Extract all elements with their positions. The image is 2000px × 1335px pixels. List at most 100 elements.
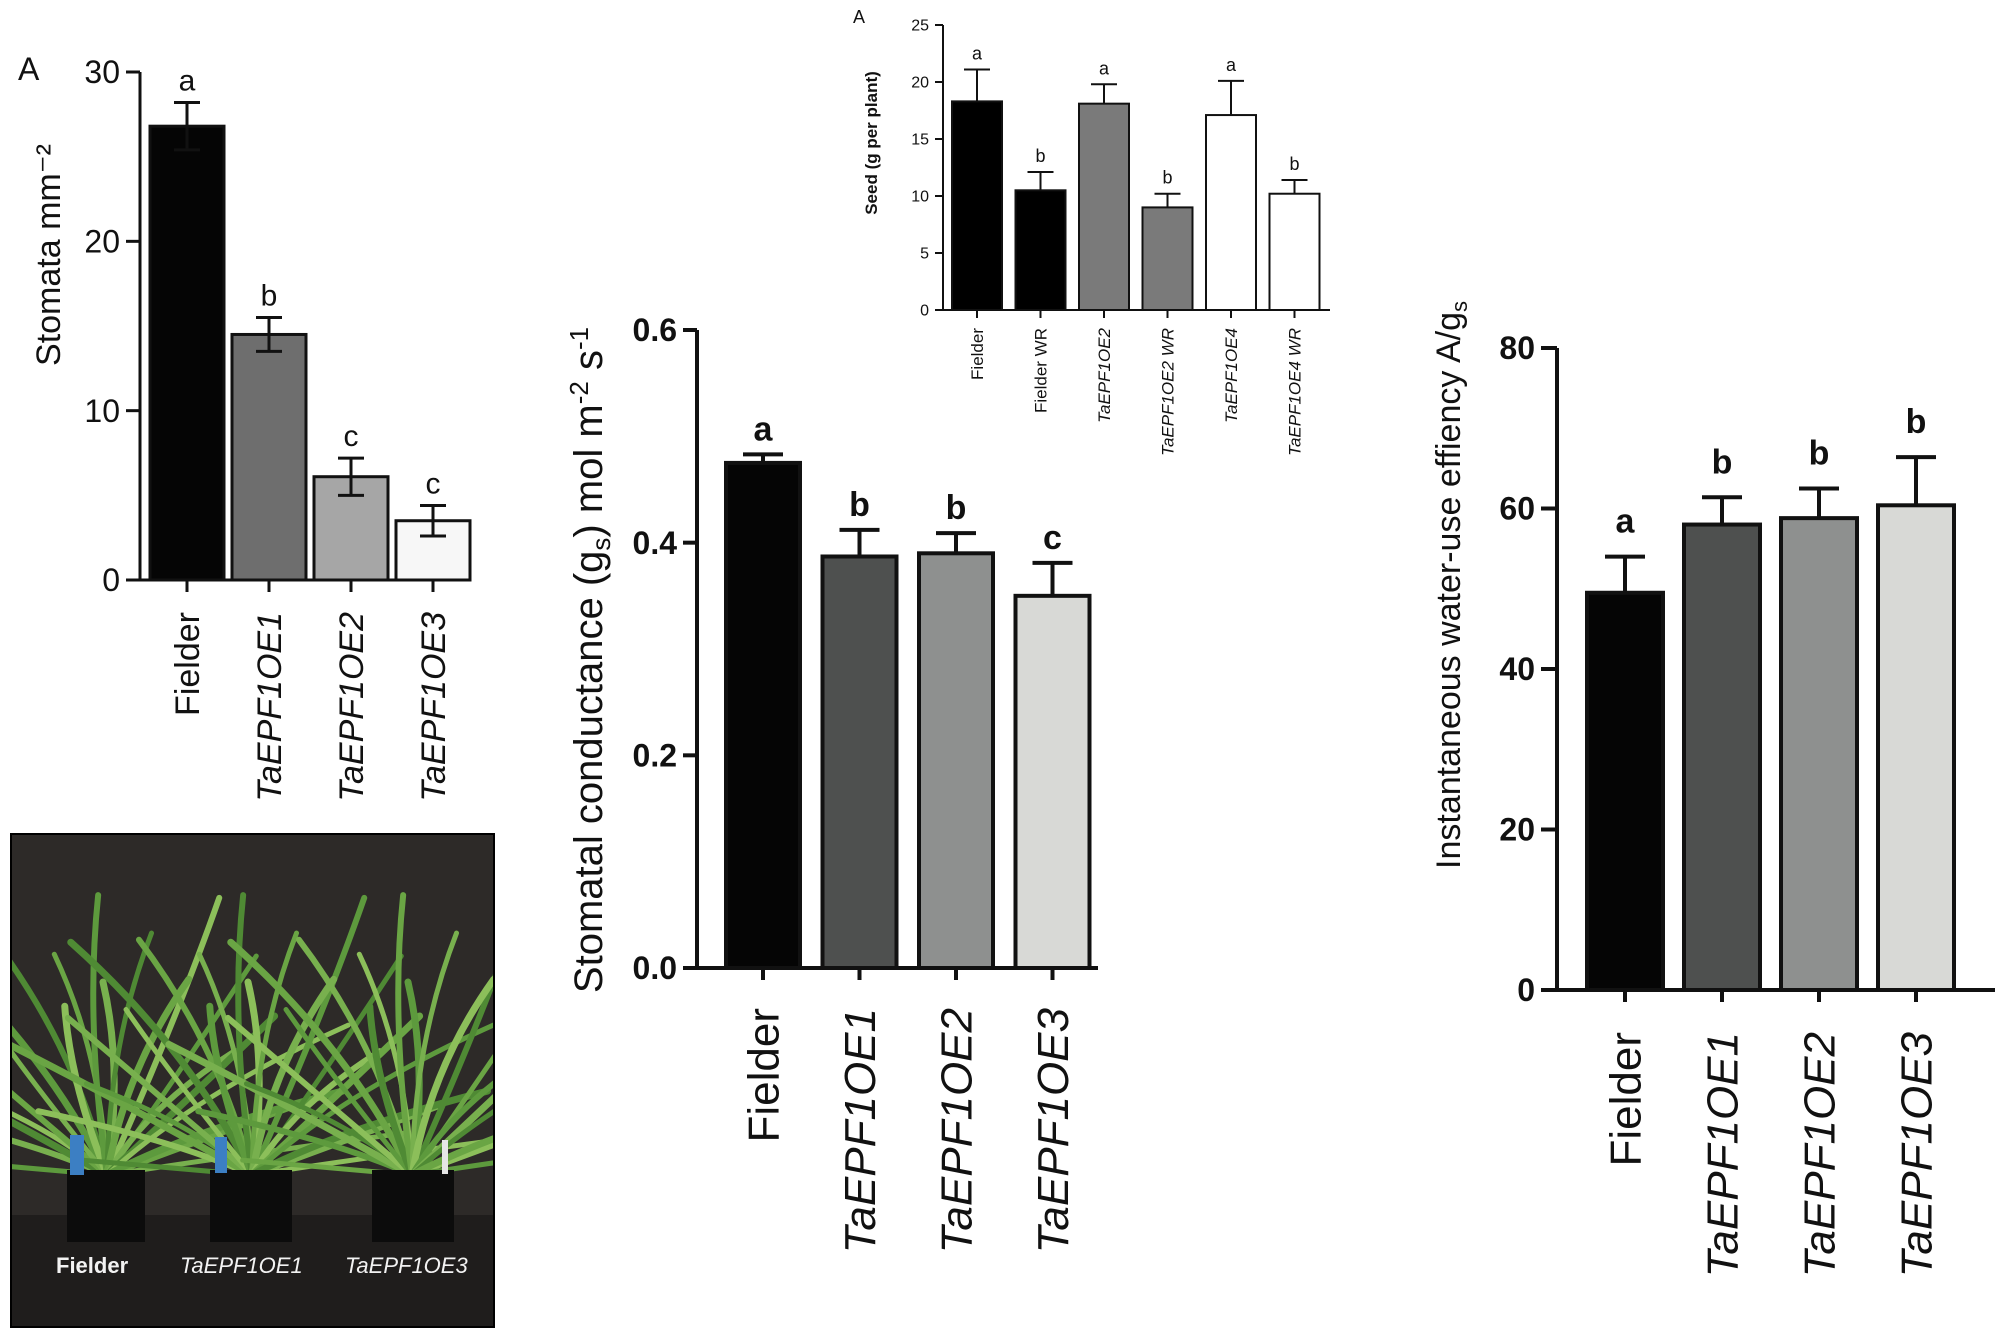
wue-y-tick-label: 20 — [1499, 812, 1535, 848]
wheat-leaf — [103, 975, 193, 1179]
wue-y-tick-label: 40 — [1499, 651, 1535, 687]
stomata-significance-letter: a — [179, 64, 196, 97]
wue-significance-letter: a — [1616, 503, 1636, 541]
wheat-plants — [12, 892, 493, 1179]
wheat-leaf — [283, 1007, 415, 1178]
wue-bar — [1779, 516, 1859, 992]
seed-bar — [1205, 114, 1257, 311]
seed-y-tick-label: 10 — [911, 189, 929, 206]
conductance-significance-letter: b — [946, 489, 967, 527]
stomatal-conductance-chart: Stomatal conductance (gs) mol m-2 s-1 0.… — [564, 312, 1098, 1253]
wheat-leaf — [248, 975, 338, 1179]
wue-significance-letter: b — [1809, 434, 1830, 472]
wheat-leaf — [61, 1002, 111, 1179]
wheat-leaf — [224, 1014, 415, 1178]
stomata-panel-letter: A — [18, 51, 40, 87]
wheat-leaf — [409, 974, 493, 1178]
conductance-y-tick-label: 0.4 — [633, 525, 678, 561]
wheat-leaf — [395, 892, 415, 1178]
seed-y-axis-label: Seed (g per plant) — [862, 71, 881, 215]
wheat-leaf — [104, 930, 155, 1178]
wheat-leaf — [409, 1109, 493, 1178]
stomata-significance-letter: c — [426, 467, 441, 500]
wheat-leaf — [227, 938, 416, 1179]
seed-bar — [951, 100, 1003, 311]
conductance-category-label: TaEPF1OE1 — [836, 1008, 885, 1253]
stomata-y-tick-label: 30 — [84, 54, 120, 90]
stomata-significance-letter: b — [261, 280, 278, 313]
stomata-category-label: TaEPF1OE3 — [415, 612, 453, 802]
seed-y-tick-label: 5 — [920, 246, 929, 263]
conductance-y-tick-label: 0.0 — [633, 950, 677, 986]
stomata-y-tick-label: 20 — [84, 224, 120, 260]
wheat-leaf — [104, 894, 223, 1178]
photo-label-oe1: TaEPF1OE1 — [180, 1253, 303, 1278]
wue-y-tick-label: 60 — [1499, 491, 1535, 527]
conductance-significance-letter: b — [849, 486, 870, 524]
wue-bar — [1682, 522, 1762, 992]
seed-category-label: TaEPF1OE2 — [1095, 327, 1114, 422]
wue-category-label: TaEPF1OE3 — [1892, 1031, 1941, 1277]
conductance-bar — [1013, 593, 1092, 970]
conductance-bar — [820, 554, 899, 970]
seed-bar — [1141, 206, 1194, 311]
conductance-y-axis-label: Stomatal conductance (gs) mol m-2 s-1 — [564, 327, 616, 993]
seed-y-tick-label: 15 — [911, 132, 929, 149]
photo-label-oe3: TaEPF1OE3 — [345, 1253, 468, 1278]
conductance-y-tick-label: 0.6 — [633, 312, 677, 348]
seed-category-label: Fielder — [968, 328, 987, 380]
seed-bar — [1078, 102, 1130, 311]
stomata-density-chart: A Stomata mm⁻² 0 10 20 30 a Fielder b TaEPF1OE1… — [18, 51, 472, 802]
water-use-efficiency-chart: Instantaneous water-use effiency A/gs 0 2… — [1430, 301, 1995, 1277]
conductance-category-label: Fielder — [739, 1008, 788, 1143]
seed-y-tick-label: 20 — [911, 75, 929, 92]
wue-category-label: TaEPF1OE1 — [1698, 1032, 1747, 1277]
wheat-leaf — [123, 1007, 255, 1178]
wheat-leaf — [366, 1002, 416, 1179]
plant-tag-oe3 — [442, 1140, 448, 1174]
seed-bar — [1268, 192, 1321, 311]
wheat-leaf — [409, 1080, 493, 1178]
pot-fielder — [67, 1170, 145, 1242]
seed-category-label: Fielder WR — [1031, 328, 1050, 413]
wue-category-label: Fielder — [1601, 1032, 1650, 1167]
wue-significance-letter: b — [1712, 443, 1733, 481]
conductance-bar — [917, 551, 995, 970]
seed-significance-letter: b — [1289, 154, 1299, 174]
photo-label-fielder: Fielder — [56, 1253, 129, 1278]
seed-bar — [1014, 189, 1067, 311]
stomata-y-tick-label: 0 — [102, 562, 120, 598]
seed-yield-chart: A Seed (g per plant) 0 5 10 15 20 25 a Fielder b… — [853, 7, 1330, 456]
seed-significance-letter: a — [972, 43, 983, 63]
seed-significance-letter: a — [1226, 55, 1237, 75]
wheat-leaf — [90, 892, 110, 1178]
wheat-leaf — [206, 1002, 256, 1179]
seed-category-label: TaEPF1OE4 WR — [1285, 328, 1304, 456]
wheat-leaf — [409, 930, 460, 1178]
pot-oe1 — [210, 1170, 292, 1242]
wue-bar — [1585, 590, 1665, 992]
seed-panel-letter: A — [853, 7, 865, 27]
seed-significance-letter: a — [1099, 58, 1110, 78]
seed-category-label: TaEPF1OE2 WR — [1158, 328, 1177, 456]
stomata-category-label: TaEPF1OE2 — [333, 612, 371, 802]
stomata-y-tick-label: 10 — [84, 393, 120, 429]
stomata-category-label: Fielder — [169, 612, 207, 716]
wheat-leaf — [64, 1014, 255, 1178]
stomata-category-label: TaEPF1OE1 — [251, 612, 289, 802]
plant-photo-illustration — [12, 835, 493, 1326]
wheat-leaf — [165, 1040, 416, 1179]
seed-category-label: TaEPF1OE4 — [1222, 328, 1241, 423]
stomata-significance-letter: c — [344, 420, 359, 453]
seed-significance-letter: b — [1035, 146, 1045, 166]
wue-y-tick-label: 80 — [1499, 330, 1535, 366]
conductance-y-tick-label: 0.2 — [633, 738, 677, 774]
pot-oe3 — [372, 1170, 454, 1242]
wheat-leaf — [12, 1048, 110, 1178]
wheat-leaf — [408, 975, 493, 1179]
wheat-leaf — [408, 1135, 493, 1179]
wue-y-tick-label: 0 — [1517, 972, 1535, 1008]
wue-category-label: TaEPF1OE2 — [1795, 1032, 1844, 1277]
wheat-leaf — [409, 1160, 493, 1178]
